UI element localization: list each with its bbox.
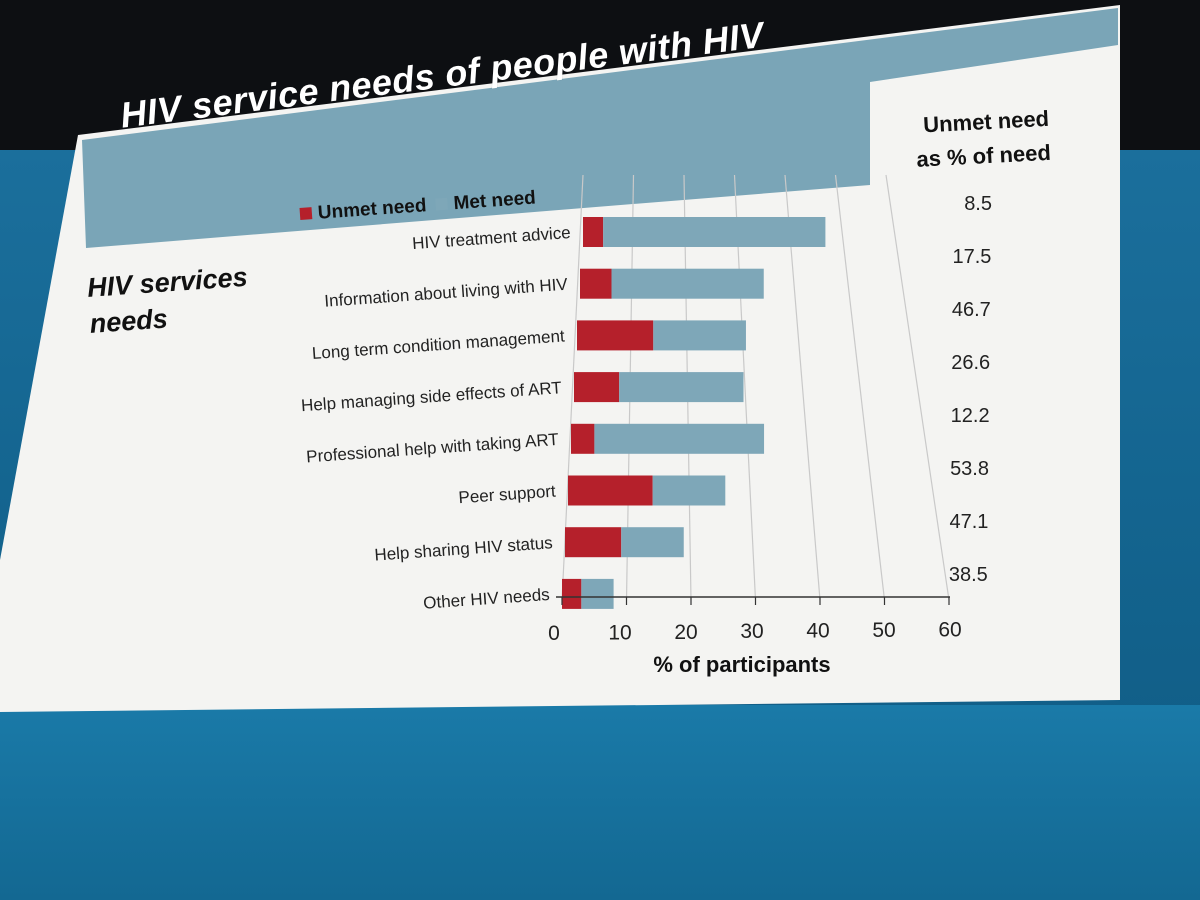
- x-tick-label: 50: [872, 619, 895, 642]
- unmet-pct-value: 46.7: [952, 299, 991, 321]
- bars: [562, 217, 826, 609]
- unmet-pct-value: 53.8: [950, 458, 989, 480]
- bar-met: [621, 527, 684, 558]
- legend-swatch-unmet: [299, 207, 313, 220]
- unmet-pct-value: 47.1: [949, 511, 988, 533]
- bar-met: [619, 372, 744, 403]
- x-tick-label: 60: [938, 618, 961, 641]
- legend: Unmet need Met need: [299, 188, 537, 224]
- unmet-pct-values: 8.5 17.5 46.7 26.6 12.2 53.8 47.1 38.5: [949, 193, 992, 586]
- category-label: Help managing side effects of ART: [300, 378, 562, 415]
- gridline: [885, 174, 950, 601]
- x-tick-label: 20: [674, 621, 697, 644]
- bar-met: [653, 320, 746, 351]
- bar-unmet: [583, 217, 604, 247]
- category-label: Other HIV needs: [423, 585, 551, 613]
- x-tick-label: 40: [806, 620, 829, 643]
- unmet-pct-value: 8.5: [964, 193, 992, 215]
- bar-met: [594, 423, 765, 454]
- x-tick-label: 30: [740, 620, 763, 643]
- bar-unmet: [571, 423, 595, 454]
- legend-swatch-met: [435, 197, 448, 211]
- bar-unmet: [577, 320, 654, 351]
- x-tick-label: 10: [608, 621, 631, 644]
- category-label: Information about living with HIV: [324, 275, 569, 311]
- category-label: HIV treatment advice: [412, 223, 572, 253]
- legend-group: Unmet need Met need: [299, 188, 537, 224]
- bar-unmet: [568, 475, 653, 506]
- unmet-pct-value: 38.5: [949, 564, 988, 586]
- gridline: [834, 174, 886, 601]
- bar-unmet: [562, 578, 582, 609]
- bar-met: [611, 268, 764, 299]
- bar-unmet: [565, 527, 622, 558]
- x-axis-label: % of participants: [653, 652, 830, 677]
- legend-label-met: Met need: [453, 188, 537, 215]
- screen-lower-area: [0, 705, 1200, 900]
- x-tick-label: 0: [548, 622, 560, 645]
- bar-unmet: [574, 372, 620, 403]
- legend-label-unmet: Unmet need: [317, 195, 427, 224]
- category-label: Peer support: [458, 482, 557, 508]
- bar-met: [652, 475, 726, 506]
- bar-met: [581, 578, 614, 609]
- unmet-pct-value: 17.5: [952, 246, 991, 268]
- category-label: Long term condition management: [311, 326, 565, 363]
- title-bar: [82, 8, 1118, 248]
- unmet-pct-value: 26.6: [951, 352, 990, 374]
- x-axis: 0 10 20 30 40 50 60 % of participants: [548, 596, 962, 677]
- category-label: Help sharing HIV status: [374, 533, 553, 564]
- bar-met: [603, 217, 826, 247]
- category-labels: HIV treatment advice Information about li…: [300, 223, 571, 613]
- category-label: Professional help with taking ART: [306, 430, 560, 467]
- bar-unmet: [580, 268, 612, 299]
- unmet-pct-value: 12.2: [951, 405, 990, 427]
